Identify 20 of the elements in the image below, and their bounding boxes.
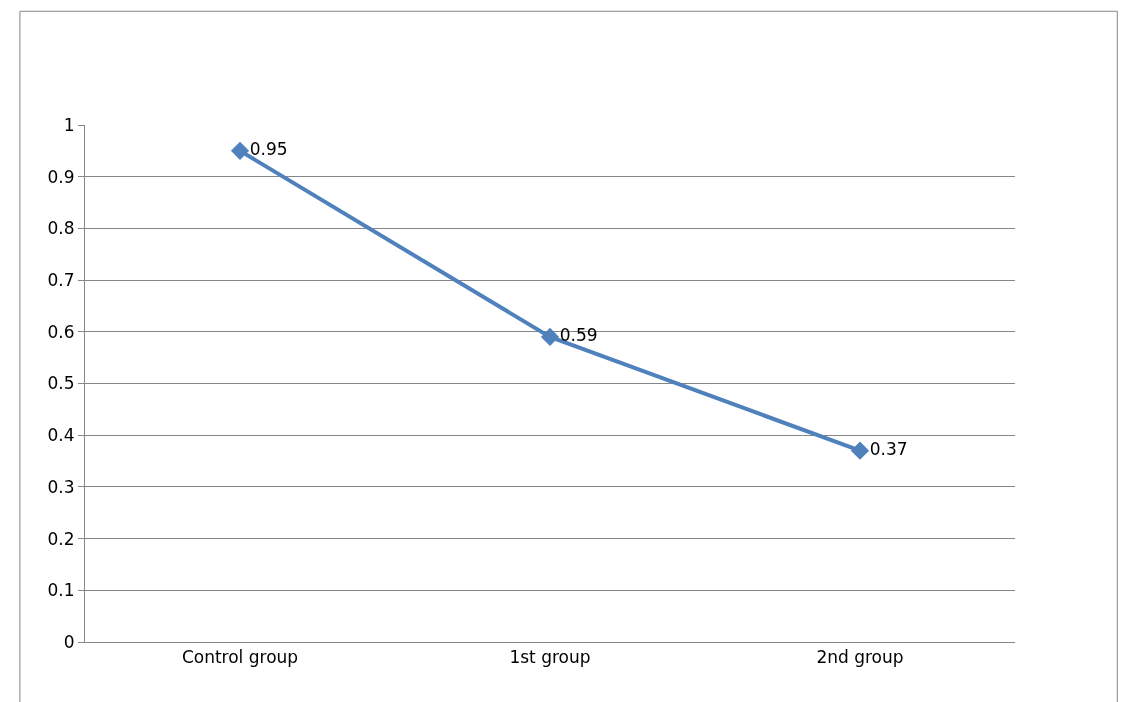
y-tick-label: 0.7 <box>47 270 75 291</box>
data-label: 0.95 <box>249 139 288 160</box>
y-tick-label: 0.2 <box>47 528 75 549</box>
data-label: 0.37 <box>869 438 908 459</box>
x-tick-label: Control group <box>181 647 299 668</box>
y-tick-label: 0.4 <box>47 425 75 446</box>
y-tick-label: 0.9 <box>47 166 75 187</box>
y-tick-label: 1 <box>63 114 75 135</box>
y-tick-label: 0 <box>63 631 75 652</box>
data-label: 0.59 <box>559 325 598 346</box>
y-tick-label: 0.6 <box>47 321 75 342</box>
y-tick-label: 0.3 <box>47 476 75 497</box>
point <box>850 441 870 460</box>
x-tick-label: 1st group <box>509 647 591 668</box>
point <box>540 327 560 347</box>
y-tick-label: 0.1 <box>47 580 75 601</box>
point <box>230 141 250 160</box>
x-tick-label: 2nd group <box>816 647 904 668</box>
y-tick-label: 0.8 <box>47 218 75 239</box>
y-tick-label: 0.5 <box>47 373 75 394</box>
